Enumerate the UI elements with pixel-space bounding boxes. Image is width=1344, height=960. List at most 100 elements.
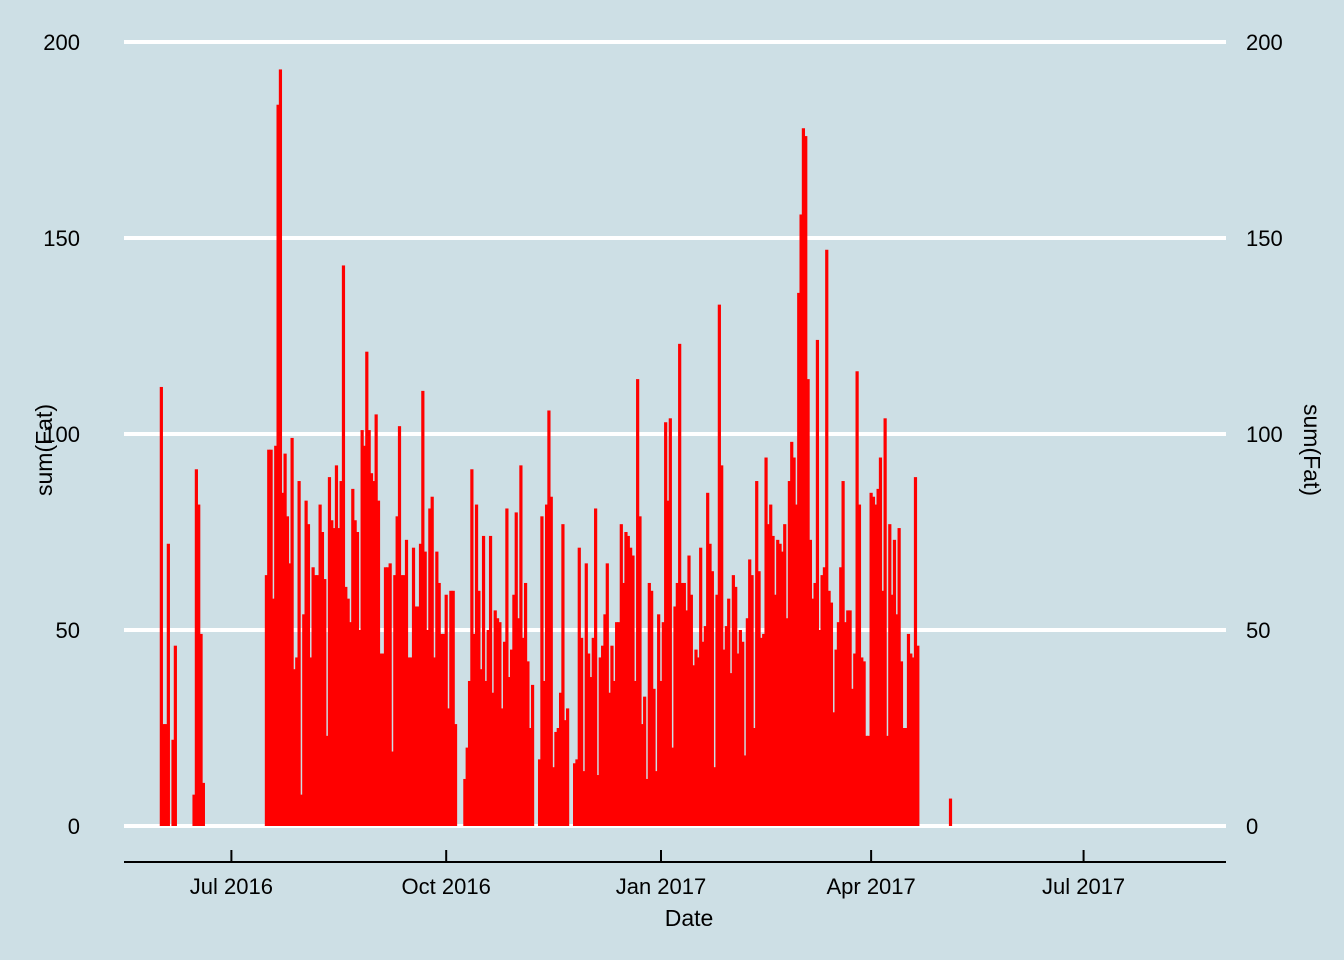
bar-2017-03-07 [811, 598, 815, 826]
bar-2017-03-22 [846, 610, 850, 826]
bar-2016-11-05 [526, 661, 530, 826]
bar-2016-10-20 [488, 535, 493, 826]
bar-2016-10-15 [477, 590, 481, 826]
bar-2016-10-16 [479, 669, 483, 826]
bar-2016-07-23 [281, 492, 285, 826]
bar-2016-11-11 [540, 516, 544, 826]
bar-2017-02-24 [785, 618, 789, 826]
y-axis-left: 0 50 100 150 200 [43, 30, 80, 839]
bar-2016-10-02 [446, 708, 451, 826]
bar-2016-12-29 [652, 688, 656, 826]
bar-2016-08-08 [318, 504, 322, 826]
bar-2016-08-04 [309, 657, 313, 826]
bar-2016-10-19 [486, 630, 490, 826]
bar-2017-03-28 [860, 657, 864, 826]
bar-2017-02-27 [792, 457, 796, 826]
bar-2016-12-05 [596, 775, 600, 826]
bar-2016-08-19 [344, 586, 348, 826]
bar-2017-01-12 [685, 610, 689, 826]
bar-2017-01-14 [689, 594, 693, 826]
bar-2016-09-11 [397, 426, 402, 826]
bar-2017-01-22 [708, 543, 712, 826]
bar-2016-09-09 [393, 575, 397, 826]
bar-2016-08-23 [353, 520, 357, 826]
bar-2017-02-15 [764, 457, 768, 826]
bar-2017-01-09 [678, 343, 682, 826]
bar-2016-10-04 [451, 590, 455, 826]
bar-2016-08-11 [325, 735, 329, 826]
bar-2016-06-16 [194, 469, 198, 826]
y-tick-label-left-0: 0 [68, 814, 80, 839]
bar-2016-11-25 [573, 763, 577, 826]
bar-2017-03-31 [867, 735, 871, 826]
bar-2017-01-03 [664, 422, 668, 826]
bar-2017-02-09 [750, 575, 754, 826]
bar-2016-07-29 [295, 657, 299, 826]
bar-2016-08-26 [360, 430, 364, 826]
bar-2016-12-04 [594, 508, 598, 826]
bar-2017-03-16 [832, 712, 836, 826]
bar-2016-12-14 [617, 622, 621, 826]
bar-2016-06-03 [164, 724, 168, 826]
bar-2016-06-06 [171, 739, 175, 826]
bar-2016-10-26 [502, 641, 507, 826]
bar-2017-04-15 [902, 728, 906, 826]
bar-2016-09-15 [407, 657, 411, 826]
bar-2016-09-10 [395, 516, 399, 826]
bar-2016-09-06 [386, 567, 390, 826]
bar-2017-02-10 [752, 728, 756, 826]
bar-2016-06-02 [162, 724, 166, 826]
x-tick-label-2017-07-01: Jul 2017 [1042, 874, 1125, 899]
bar-2016-08-01 [302, 614, 306, 826]
bar-2017-01-23 [710, 571, 714, 826]
bar-2017-03-11 [820, 575, 824, 826]
bar-2017-03-08 [813, 582, 817, 826]
bar-2017-02-25 [787, 481, 792, 826]
bar-2017-01-18 [699, 547, 703, 826]
bars [159, 69, 953, 827]
bar-2017-03-20 [841, 481, 845, 826]
bar-2017-01-02 [661, 622, 665, 826]
bar-2016-06-15 [192, 794, 196, 826]
bar-2016-12-13 [615, 622, 619, 826]
bar-2017-01-07 [673, 606, 677, 826]
bar-2016-11-13 [544, 504, 549, 826]
bar-2016-07-30 [297, 481, 301, 826]
y-tick-label-right-100: 100 [1246, 422, 1283, 447]
bar-2016-07-18 [269, 449, 273, 826]
bar-2016-10-25 [500, 708, 504, 826]
bar-2017-01-26 [717, 304, 721, 826]
bar-2016-09-01 [374, 414, 378, 826]
bar-2016-11-06 [528, 728, 532, 826]
bar-2016-07-21 [276, 104, 280, 827]
bar-2016-12-10 [608, 692, 612, 826]
bar-2016-10-12 [470, 469, 474, 826]
bar-2017-02-07 [745, 618, 749, 826]
bar-2017-02-06 [743, 755, 747, 826]
bar-2016-12-09 [605, 563, 609, 826]
bar-2017-01-21 [706, 492, 710, 826]
bar-2016-09-02 [376, 500, 381, 826]
bar-2016-12-12 [612, 680, 616, 826]
bar-2016-10-17 [481, 535, 486, 826]
bar-2017-01-19 [701, 641, 705, 826]
bar-2017-03-04 [804, 136, 808, 826]
bar-2016-08-05 [311, 567, 315, 826]
bar-2017-03-02 [799, 214, 803, 827]
bar-2016-08-31 [372, 481, 376, 826]
bar-2016-09-17 [411, 547, 416, 826]
bar-2016-09-08 [390, 751, 395, 826]
bar-2016-12-26 [645, 778, 649, 826]
bar-2016-10-14 [474, 504, 479, 826]
bar-2016-08-27 [362, 445, 367, 826]
bar-2017-03-24 [850, 688, 855, 826]
bar-2016-08-03 [306, 524, 311, 826]
bar-2017-03-10 [818, 630, 822, 826]
bar-2017-04-20 [913, 477, 918, 826]
bar-2017-04-11 [892, 539, 897, 826]
bar-2016-08-17 [339, 481, 343, 826]
bar-2016-11-22 [566, 708, 570, 826]
bar-2016-10-23 [495, 618, 500, 826]
bar-2017-03-19 [839, 567, 843, 826]
bar-2016-12-27 [647, 582, 651, 826]
